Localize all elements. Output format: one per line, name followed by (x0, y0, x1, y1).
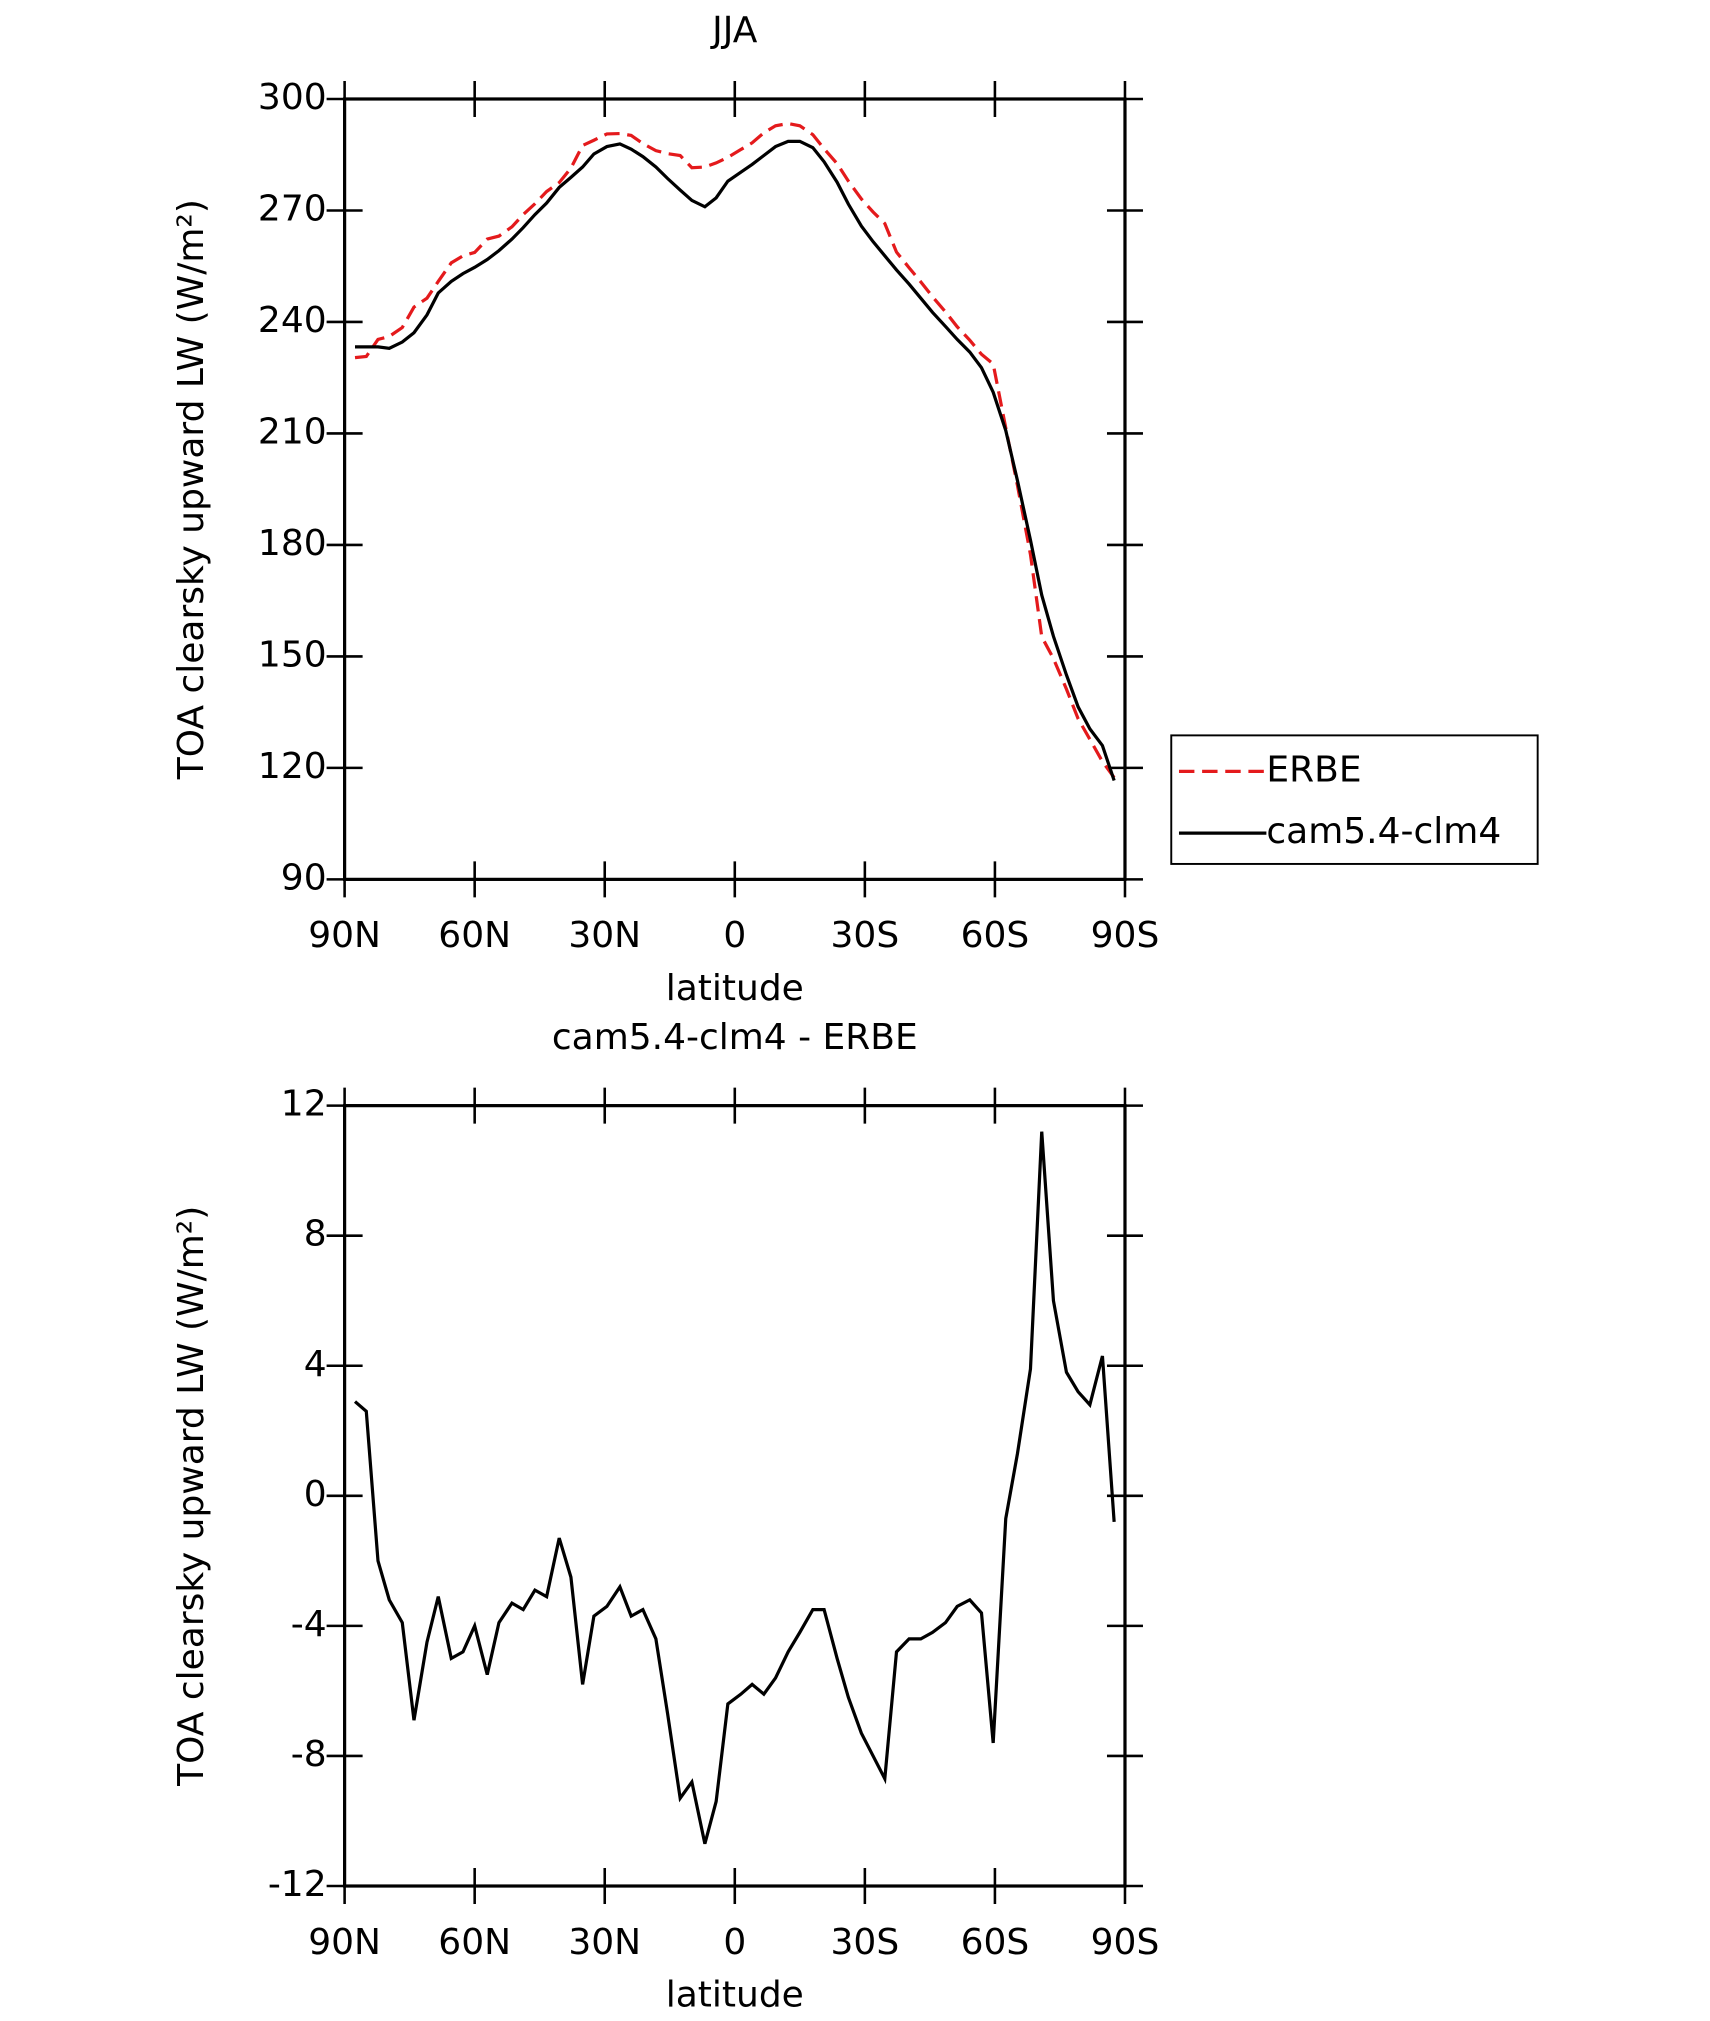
x-tick-label: 90N (308, 915, 381, 956)
y-tick-label: 8 (304, 1214, 327, 1255)
y-tick-label: 12 (281, 1084, 327, 1125)
x-tick-label: 0 (723, 915, 746, 956)
data-line (354, 121, 1116, 779)
data-line (353, 1131, 1116, 1845)
plot-frame (343, 1104, 1127, 1888)
chart-title: JJA (710, 10, 758, 51)
y-tick-label: 4 (304, 1344, 327, 1385)
y-tick-label: 150 (258, 634, 327, 675)
x-tick-label: 90S (1091, 1922, 1160, 1963)
y-tick-label: 180 (258, 523, 327, 564)
data-line (355, 139, 1116, 782)
y-tick-label: 120 (258, 746, 327, 787)
plot-frame (343, 97, 1127, 881)
y-tick-label: 300 (258, 77, 327, 118)
legend-box (1170, 734, 1539, 865)
y-tick-label: -12 (268, 1864, 327, 1905)
x-tick-label: 30S (831, 1922, 900, 1963)
y-tick-label: 90 (281, 857, 327, 898)
y-axis-label: TOA clearsky upward LW (W/m²) (171, 199, 212, 780)
x-tick-label: 60S (961, 915, 1030, 956)
x-tick-label: 90S (1091, 915, 1160, 956)
x-tick-label: 60S (961, 1922, 1030, 1963)
y-tick-label: 0 (304, 1474, 327, 1515)
x-axis-label: latitude (666, 968, 804, 1009)
x-tick-label: 90N (308, 1922, 381, 1963)
x-tick-label: 0 (723, 1922, 746, 1963)
legend-label: cam5.4-clm4 (1266, 811, 1501, 852)
legend-label: ERBE (1266, 749, 1361, 790)
x-tick-label: 30N (568, 1922, 641, 1963)
y-tick-label: 210 (258, 411, 327, 452)
x-tick-label: 60N (438, 1922, 511, 1963)
y-tick-label: -4 (291, 1604, 327, 1645)
y-tick-label: 270 (258, 188, 327, 229)
y-tick-label: 240 (258, 300, 327, 341)
y-tick-label: -8 (291, 1734, 327, 1775)
y-axis-label: TOA clearsky upward LW (W/m²) (171, 1206, 212, 1787)
x-tick-label: 30S (831, 915, 900, 956)
chart-title: cam5.4-clm4 - ERBE (552, 1017, 918, 1058)
x-tick-label: 60N (438, 915, 511, 956)
x-axis-label: latitude (666, 1975, 804, 2016)
x-tick-label: 30N (568, 915, 641, 956)
